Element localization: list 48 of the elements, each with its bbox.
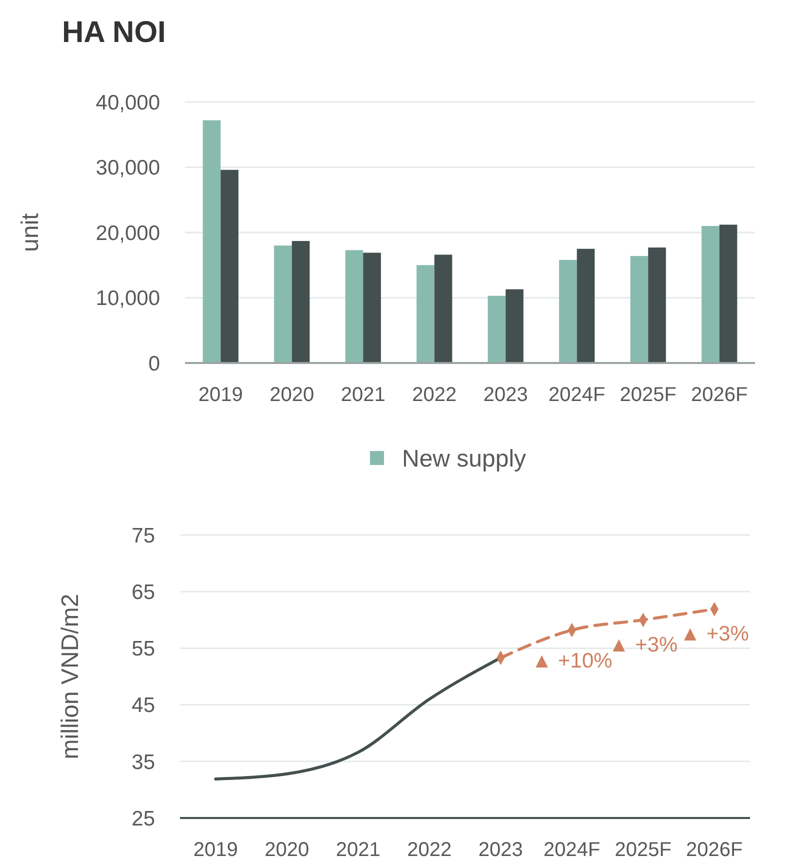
x-tick-label: 2022 [407,839,452,859]
y-tick-label: 40,000 [96,91,160,114]
y-tick-label: 25 [132,807,155,830]
bar [363,252,381,363]
chart-title: HA NOI [62,16,166,49]
bar [630,256,648,363]
bar [434,254,452,363]
y-tick-label: 75 [132,524,155,548]
x-tick-label: 2025F [620,384,676,406]
y-tick-label: 65 [132,580,155,604]
bar [292,240,310,363]
y-tick-label: 0 [148,352,160,376]
y-tick-label: 20,000 [96,222,160,245]
x-tick-label: 2019 [193,839,238,859]
x-tick-label: 2023 [483,384,528,406]
bar [576,248,595,363]
y-tick-label: 35 [132,750,155,774]
x-tick-label: 2021 [340,384,386,406]
bar [719,224,738,363]
bar [202,120,221,363]
x-tick-label: 2023 [478,839,523,859]
bar [345,250,364,363]
y-tick-label: 55 [132,638,155,661]
annotation: ▲ +3% [680,622,749,646]
x-tick-label: 2024F [548,384,606,406]
y-axis-title: unit [17,212,44,252]
y-axis-title: million VND/m2 [57,594,84,760]
bar [220,170,238,363]
bar [702,226,720,363]
x-tick-label: 2020 [264,839,310,859]
x-tick-label: 2026F [691,384,748,406]
x-tick-label: 2019 [198,384,243,406]
x-tick-label: 2022 [412,384,457,406]
bar [559,260,577,363]
bar [506,289,524,363]
x-tick-label: 2020 [270,384,314,406]
x-tick-label: 2025F [614,839,672,859]
bar [416,265,434,363]
y-tick-label: 10,000 [96,287,160,310]
x-tick-label: 2026F [686,839,743,859]
legend-label: New supply [402,445,526,472]
y-tick-label: 30,000 [96,156,160,180]
bar [274,246,292,363]
y-tick-label: 45 [132,694,155,718]
bar [648,248,666,363]
x-tick-label: 2024F [544,839,600,859]
bar [488,296,506,363]
x-tick-label: 2021 [336,839,380,859]
